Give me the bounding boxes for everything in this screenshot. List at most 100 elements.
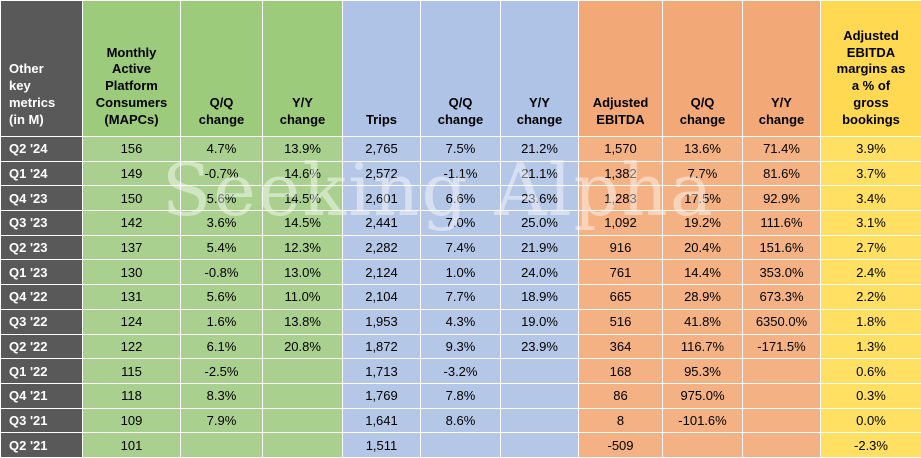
table-cell: 1,570 — [578, 136, 663, 162]
table-cell: -2.3% — [820, 432, 921, 458]
row-label: Q1 '23 — [0, 259, 83, 286]
table-cell: 7.4% — [420, 234, 501, 261]
table-cell: 3.9% — [820, 136, 921, 162]
table-cell: -1.1% — [420, 160, 501, 187]
table-cell: 131 — [82, 284, 181, 310]
table-cell: 1,283 — [578, 185, 663, 212]
table-cell: 2,441 — [342, 210, 421, 236]
table-cell: 13.6% — [662, 136, 743, 162]
table-cell: 6.6% — [420, 185, 501, 212]
table-cell: 665 — [578, 284, 663, 310]
header-ebitda-yy-change: Y/Y change — [742, 0, 821, 137]
table-cell: 6.1% — [180, 333, 263, 360]
table-cell: 5.6% — [180, 284, 263, 310]
table-cell: -2.5% — [180, 358, 263, 384]
table-row: Q4 '21 118 8.3% 1,769 7.8% 86 975.0% 0.3% — [0, 382, 921, 409]
table-cell: 1,713 — [342, 358, 421, 384]
table-cell: 1,092 — [578, 210, 663, 236]
table-cell: 7.7% — [662, 160, 743, 187]
table-cell: 11.0% — [262, 284, 343, 310]
table-cell — [262, 358, 343, 384]
table-cell: 2,765 — [342, 136, 421, 162]
table-cell — [180, 432, 263, 458]
table-cell: 1,769 — [342, 382, 421, 409]
table-cell: 142 — [82, 210, 181, 236]
table-cell: 95.3% — [662, 358, 743, 384]
table-cell: 516 — [578, 308, 663, 335]
table-row: Q1 '23 130 -0.8% 13.0% 2,124 1.0% 24.0% 761 14.4… — [0, 259, 921, 286]
table-cell — [742, 432, 821, 458]
table-cell: 86 — [578, 382, 663, 409]
table-cell: 5.6% — [180, 185, 263, 212]
table-cell: 3.7% — [820, 160, 921, 187]
table-cell: 3.4% — [820, 185, 921, 212]
table-cell: 2.7% — [820, 234, 921, 261]
table-cell: 8.3% — [180, 382, 263, 409]
table-cell — [742, 407, 821, 434]
header-mapcs: Monthly Active Platform Consumers (MAPCs… — [82, 0, 181, 137]
table-cell: 9.3% — [420, 333, 501, 360]
table-cell — [262, 432, 343, 458]
table-cell: 92.9% — [742, 185, 821, 212]
table-cell: 1.0% — [420, 259, 501, 286]
table-cell — [662, 432, 743, 458]
table-cell: -0.8% — [180, 259, 263, 286]
table-cell: 0.6% — [820, 358, 921, 384]
table-cell: 0.3% — [820, 382, 921, 409]
table-cell — [742, 382, 821, 409]
table-cell: 23.9% — [500, 333, 579, 360]
table-cell: 7.5% — [420, 136, 501, 162]
table-cell: 20.4% — [662, 234, 743, 261]
table-cell: 916 — [578, 234, 663, 261]
row-label: Q2 '22 — [0, 333, 83, 360]
table-cell: 673.3% — [742, 284, 821, 310]
header-adjusted-ebitda: Adjusted EBITDA — [578, 0, 663, 137]
table-cell: 20.8% — [262, 333, 343, 360]
row-label: Q1 '24 — [0, 160, 83, 187]
table-cell: 14.5% — [262, 185, 343, 212]
table-cell: 12.3% — [262, 234, 343, 261]
table-cell: 5.4% — [180, 234, 263, 261]
table-cell: 116.7% — [662, 333, 743, 360]
table-row: Q3 '21 109 7.9% 1,641 8.6% 8 -101.6% 0.0% — [0, 407, 921, 434]
table-cell: 8 — [578, 407, 663, 434]
table-cell: 25.0% — [500, 210, 579, 236]
table-cell: 2.4% — [820, 259, 921, 286]
table-cell: 21.1% — [500, 160, 579, 187]
header-mapcs-qq-change: Q/Q change — [180, 0, 263, 137]
table-cell: 28.9% — [662, 284, 743, 310]
table-cell: 111.6% — [742, 210, 821, 236]
row-label: Q3 '21 — [0, 407, 83, 434]
table-row: Q4 '23 150 5.6% 14.5% 2,601 6.6% 23.6% 1,283 17.… — [0, 185, 921, 212]
table-row: Q2 '24 156 4.7% 13.9% 2,765 7.5% 21.2% 1,570 13.… — [0, 136, 921, 162]
table-cell — [262, 407, 343, 434]
table-cell: 14.5% — [262, 210, 343, 236]
table-cell: 8.6% — [420, 407, 501, 434]
table-cell: 23.6% — [500, 185, 579, 212]
table-cell: 109 — [82, 407, 181, 434]
table-cell: 0.0% — [820, 407, 921, 434]
table-cell: 71.4% — [742, 136, 821, 162]
table-cell: 130 — [82, 259, 181, 286]
table-cell: 19.0% — [500, 308, 579, 335]
table-body: Q2 '24 156 4.7% 13.9% 2,765 7.5% 21.2% 1,570 13.… — [0, 136, 921, 458]
table-cell: 115 — [82, 358, 181, 384]
row-label: Q2 '21 — [0, 432, 83, 458]
table-cell: 168 — [578, 358, 663, 384]
header-other-key-metrics: Other key metrics (in M) — [0, 0, 83, 137]
row-label: Q2 '24 — [0, 136, 83, 162]
table-cell: 156 — [82, 136, 181, 162]
table-cell — [420, 432, 501, 458]
table-cell: 3.6% — [180, 210, 263, 236]
table-cell: 2,282 — [342, 234, 421, 261]
table-cell — [500, 407, 579, 434]
table-cell — [742, 358, 821, 384]
table-cell: -509 — [578, 432, 663, 458]
table-cell: 19.2% — [662, 210, 743, 236]
table-cell: 149 — [82, 160, 181, 187]
table-cell: 1,872 — [342, 333, 421, 360]
table-cell: 17.5% — [662, 185, 743, 212]
header-mapcs-yy-change: Y/Y change — [262, 0, 343, 137]
table-cell: 14.6% — [262, 160, 343, 187]
table-cell: 137 — [82, 234, 181, 261]
